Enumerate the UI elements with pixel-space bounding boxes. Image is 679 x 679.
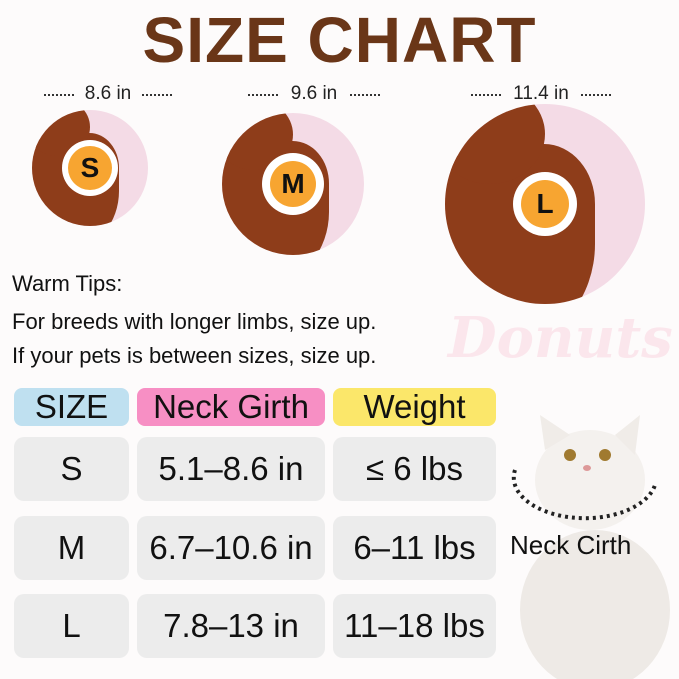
white-cat-image bbox=[511, 415, 670, 679]
background-watermark: Donuts bbox=[448, 305, 673, 371]
size-m-diameter: 9.6 in bbox=[248, 84, 380, 103]
neck-girth-label: Neck Cirth bbox=[510, 530, 632, 560]
tips-heading: Warm Tips: bbox=[12, 271, 123, 296]
header-size: SIZE bbox=[14, 388, 129, 426]
cell-neck-girth: 6.7–10.6 in bbox=[137, 516, 325, 580]
size-badge-l: L bbox=[521, 180, 569, 228]
size-badge-s: S bbox=[68, 146, 112, 190]
cell-size: L bbox=[14, 594, 129, 658]
cone-large-image: L bbox=[445, 104, 645, 304]
header-neck-girth: Neck Girth bbox=[137, 388, 325, 426]
size-l-diameter: 11.4 in bbox=[471, 84, 611, 103]
cone-medium-image: M bbox=[222, 113, 364, 255]
cell-weight: 11–18 lbs bbox=[333, 594, 496, 658]
cell-size: S bbox=[14, 437, 129, 501]
tip-line: If your pets is between sizes, size up. bbox=[12, 343, 377, 368]
tip-line: For breeds with longer limbs, size up. bbox=[12, 309, 377, 334]
header-weight: Weight bbox=[333, 388, 496, 426]
size-badge-m: M bbox=[270, 161, 316, 207]
size-s-diameter: 8.6 in bbox=[44, 84, 172, 103]
cell-neck-girth: 5.1–8.6 in bbox=[137, 437, 325, 501]
cell-weight: 6–11 lbs bbox=[333, 516, 496, 580]
cell-size: M bbox=[14, 516, 129, 580]
page-title: SIZE CHART bbox=[142, 4, 537, 76]
cell-weight: ≤ 6 lbs bbox=[333, 437, 496, 501]
cone-small-image: S bbox=[32, 110, 148, 226]
cell-neck-girth: 7.8–13 in bbox=[137, 594, 325, 658]
